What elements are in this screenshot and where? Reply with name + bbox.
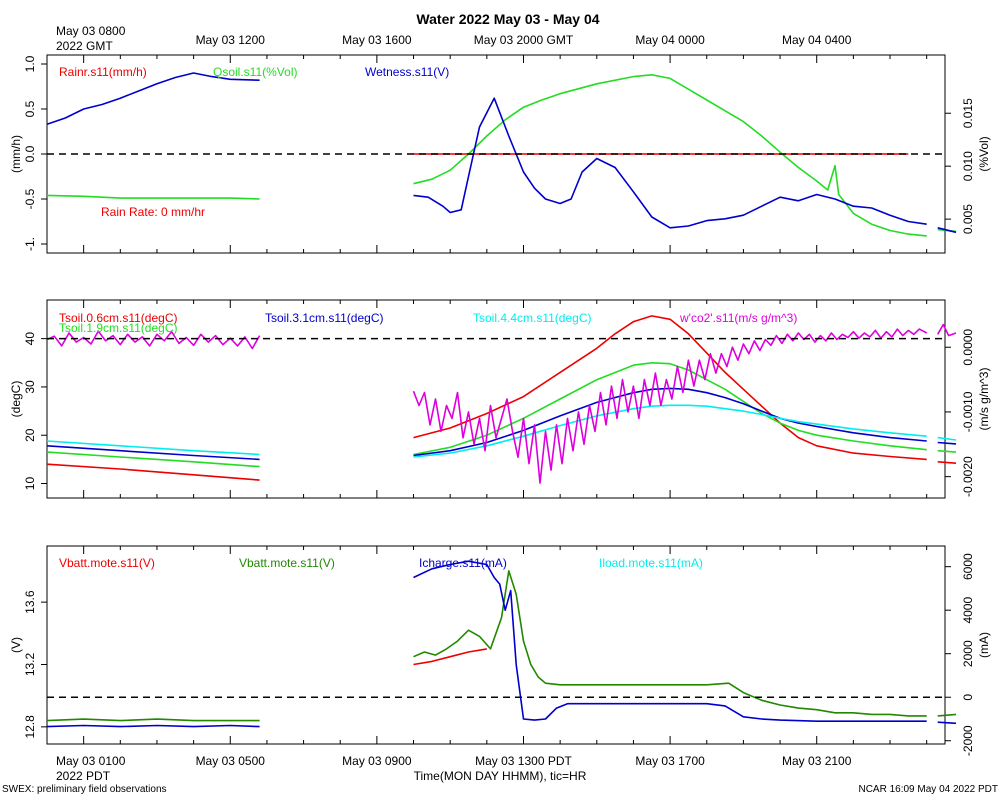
top-axis-label: May 03 2000 GMT xyxy=(474,33,574,47)
series-line xyxy=(413,74,927,237)
left-tick-label: 0.0 xyxy=(23,145,37,162)
right-tick-label: 0.010 xyxy=(961,151,975,181)
legend-label: Vbatt.mote.s11(V) xyxy=(59,556,155,570)
panel-power: 12.8 13.2 13.6 (V) -2000 0 2000 4000 6000 (mA) Vba… xyxy=(9,545,991,756)
series-line xyxy=(46,330,261,350)
legend-label: Wetness.s11(V) xyxy=(365,65,449,79)
left-tick-label: 10 xyxy=(23,477,37,491)
left-tick-label: 0.5 xyxy=(23,100,37,117)
series-line xyxy=(937,461,957,464)
top-axis-first-label-line1: May 03 0800 xyxy=(56,24,126,38)
right-axis-label: (mA) xyxy=(977,632,991,658)
bottom-axis-first-label-line1: May 03 0100 xyxy=(56,754,126,768)
left-tick-label: 20 xyxy=(23,428,37,442)
bottom-axis-label: May 03 0900 xyxy=(342,754,412,768)
series-line xyxy=(413,387,927,457)
legend-label: Tsoil.3.1cm.s11(degC) xyxy=(265,311,384,325)
left-tick-label: -0.5 xyxy=(23,188,37,209)
legend-label: Rainr.s11(mm/h) xyxy=(59,65,147,79)
series-line xyxy=(413,361,927,456)
panel-temperature: 10 20 30 40 (degC) -0.0020 -0.0010 0.0000(m/s g… xyxy=(9,299,991,499)
bottom-axis-first-label-line2: 2022 PDT xyxy=(56,769,111,783)
series-line xyxy=(46,724,260,728)
left-tick-label: 13.6 xyxy=(23,590,37,614)
right-tick-label: -2000 xyxy=(961,725,975,756)
bottom-axis-label: May 03 1700 xyxy=(635,754,705,768)
left-tick-label: 13.2 xyxy=(23,652,37,676)
series-line xyxy=(413,97,927,229)
legend-label: w'co2'.s11(m/s g/m^3) xyxy=(679,311,797,325)
right-tick-label: -0.0010 xyxy=(961,391,975,432)
right-axis-label: (m/s g/m^3) xyxy=(977,368,991,431)
right-tick-label: 4000 xyxy=(961,597,975,624)
panel-water: -1. -0.5 0.0 0.5 1.0 (mm/h) 0.005 0.010 0.015(%V… xyxy=(9,54,991,254)
series-line xyxy=(413,570,927,717)
left-axis-label: (mm/h) xyxy=(9,135,23,173)
top-axis-labels: May 03 1200 May 03 1600 May 03 2000 GMT May… xyxy=(196,33,852,47)
top-axis-label: May 03 1200 xyxy=(196,33,266,47)
left-axis-label: (degC) xyxy=(9,381,23,418)
right-tick-label: -0.0020 xyxy=(961,456,975,497)
right-axis-label: (%Vol) xyxy=(977,136,991,171)
chart-title: Water 2022 May 03 - May 04 xyxy=(416,11,599,27)
series-line xyxy=(46,463,260,481)
series-line xyxy=(413,648,487,666)
series-line xyxy=(413,560,927,723)
right-tick-label: 6000 xyxy=(961,553,975,580)
series-line xyxy=(937,721,957,725)
top-axis-label: May 04 0000 xyxy=(635,33,705,47)
left-tick-label: 1.0 xyxy=(23,55,37,72)
top-axis-label: May 03 1600 xyxy=(342,33,412,47)
footer-right: NCAR 16:09 May 04 2022 PDT xyxy=(858,784,998,795)
left-tick-label: -1. xyxy=(23,237,37,251)
chart-panels: -1. -0.5 0.0 0.5 1.0 (mm/h) 0.005 0.010 0.015(%V… xyxy=(9,54,991,756)
legend-label: Qsoil.s11(%Vol) xyxy=(213,65,297,79)
bottom-axis-label: May 03 0500 xyxy=(196,754,266,768)
series-line xyxy=(412,328,928,484)
panel-frame xyxy=(46,545,946,745)
left-tick-label: 40 xyxy=(23,332,37,346)
bottom-axis-labels: May 03 0500 May 03 0900 May 03 1300 PDT May… xyxy=(196,754,852,768)
bottom-axis-label: May 03 2100 xyxy=(782,754,852,768)
series-line xyxy=(46,445,260,461)
series-line xyxy=(937,436,957,441)
series-line xyxy=(937,713,957,717)
left-axis-label: (V) xyxy=(9,637,23,653)
legend-label: Tsoil.4.4cm.s11(degC) xyxy=(473,311,592,325)
series-line xyxy=(413,404,927,458)
left-tick-label: 12.8 xyxy=(23,715,37,739)
series-line xyxy=(46,440,260,456)
series-line xyxy=(413,315,927,461)
right-tick-label: 0 xyxy=(961,694,975,701)
series-line xyxy=(46,194,260,200)
legend-label: Tsoil.1.9cm.s11(degC) xyxy=(59,321,178,335)
legend-label: Tsoil.0.6cm.s11(degC) xyxy=(59,311,178,325)
series-line xyxy=(46,72,260,126)
series-line xyxy=(937,227,957,234)
legend-label: Icharge.s11(mA) xyxy=(419,556,507,570)
right-tick-label: 0.015 xyxy=(961,98,975,128)
panel-frame xyxy=(46,299,946,499)
right-tick-label: 0.005 xyxy=(961,204,975,234)
footer-left: SWEX: preliminary field observations xyxy=(2,784,167,795)
right-tick-label: 2000 xyxy=(961,640,975,667)
bottom-axis-label: May 03 1300 PDT xyxy=(475,754,572,768)
rain-rate-annotation: Rain Rate: 0 mm/hr xyxy=(101,205,205,219)
top-axis-label: May 04 0400 xyxy=(782,33,852,47)
right-tick-label: 0.0000 xyxy=(961,329,975,366)
series-line xyxy=(46,451,260,468)
legend-label: Vbatt.mote.s11(V) xyxy=(239,556,335,570)
legend-label: Iload.mote.s11(mA) xyxy=(599,556,703,570)
top-axis-first-label-line2: 2022 GMT xyxy=(56,39,113,53)
series-line xyxy=(937,323,957,337)
x-axis-title: Time(MON DAY HHMM), tic=HR xyxy=(414,769,587,783)
series-line xyxy=(937,441,957,445)
series-line xyxy=(937,449,957,453)
left-tick-label: 30 xyxy=(23,380,37,394)
series-line xyxy=(46,718,260,722)
